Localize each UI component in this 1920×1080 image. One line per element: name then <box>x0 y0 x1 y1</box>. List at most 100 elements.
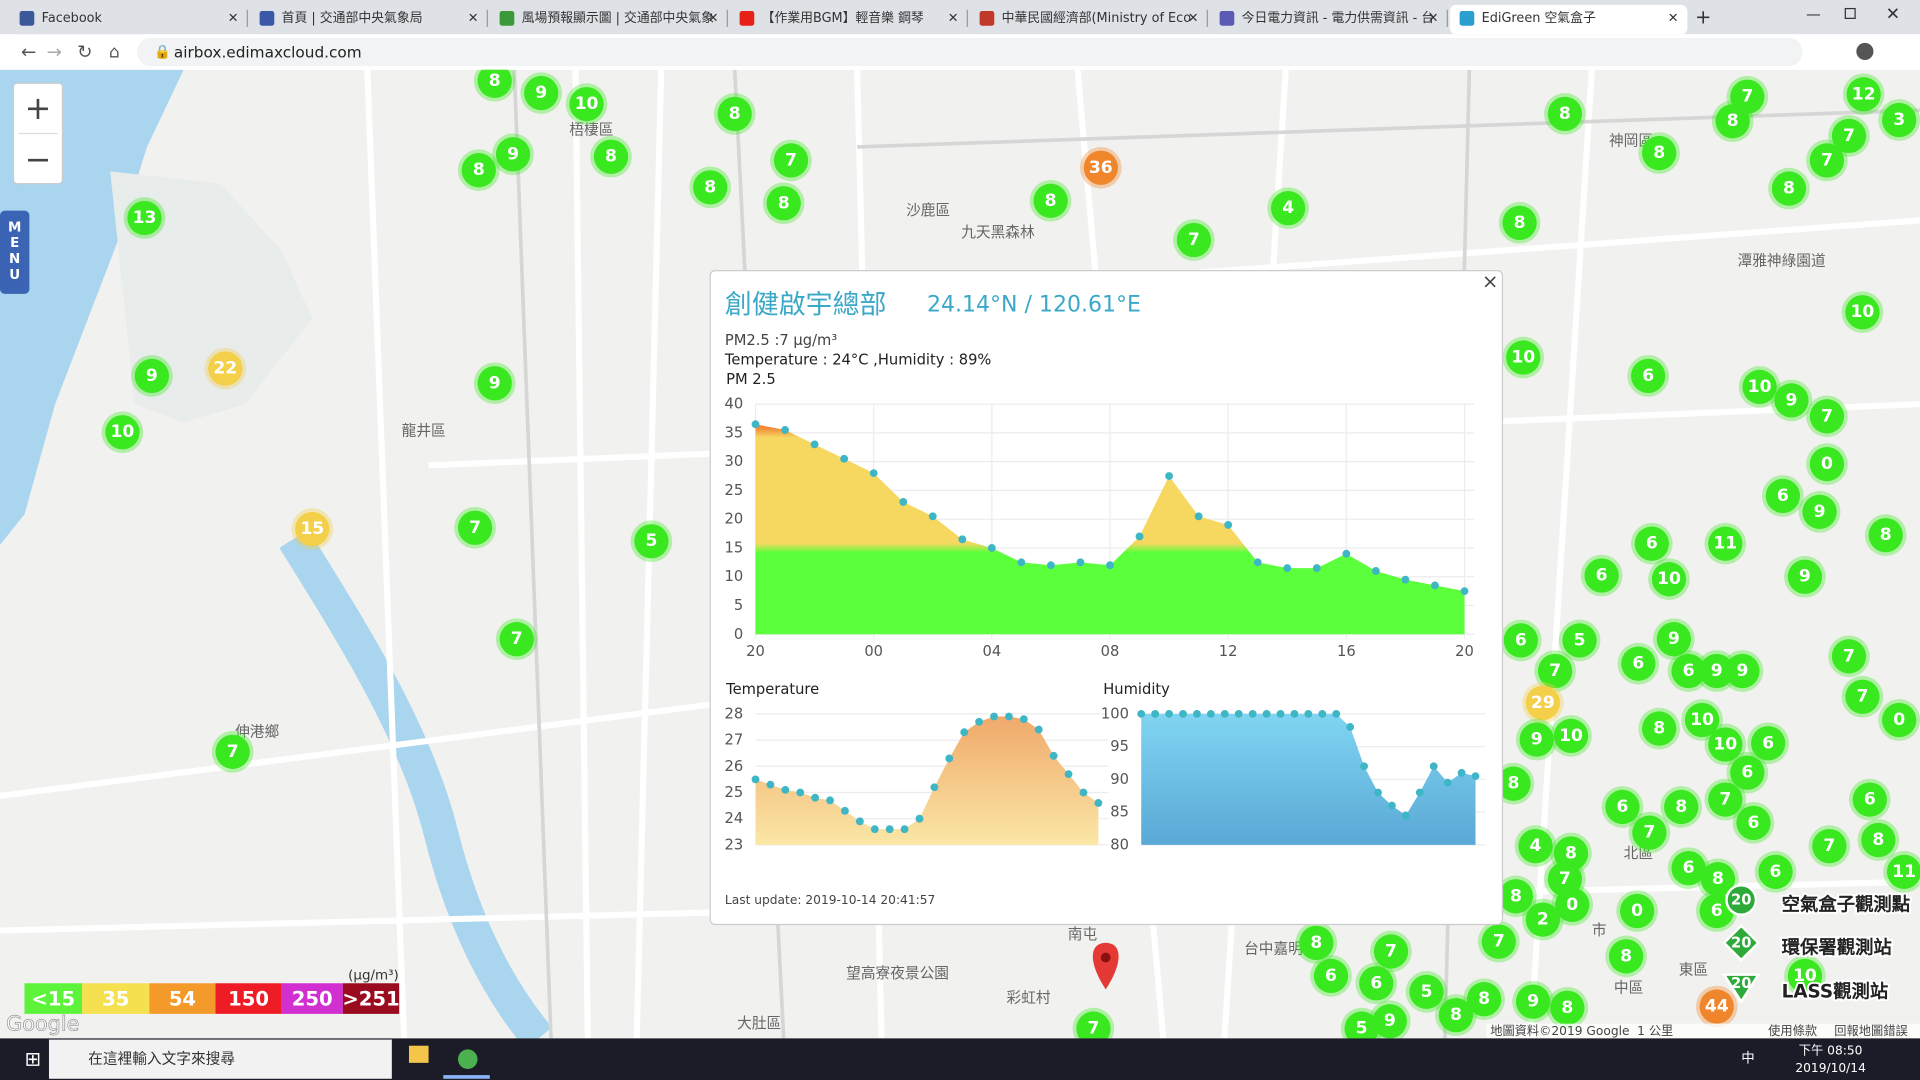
tab[interactable] <box>489 4 728 35</box>
marker[interactable] <box>1787 958 1823 994</box>
marker[interactable] <box>1438 997 1474 1033</box>
marker[interactable] <box>1634 526 1669 561</box>
marker[interactable] <box>1708 727 1743 762</box>
marker[interactable] <box>127 200 162 236</box>
marker[interactable] <box>1525 685 1560 720</box>
marker[interactable] <box>1481 924 1516 959</box>
marker[interactable] <box>1498 879 1534 914</box>
marker[interactable] <box>1547 96 1583 132</box>
marker[interactable] <box>1632 815 1667 850</box>
marker[interactable] <box>1176 222 1212 258</box>
marker[interactable] <box>634 524 669 559</box>
marker[interactable] <box>457 510 493 545</box>
footer-text[interactable]: 使用條款 <box>1768 1023 1817 1038</box>
marker[interactable] <box>1605 789 1640 825</box>
marker[interactable] <box>1771 171 1807 206</box>
marker[interactable] <box>1553 718 1589 754</box>
ime[interactable]: 中 <box>1741 1051 1754 1067</box>
marker[interactable] <box>1372 1004 1407 1039</box>
marker[interactable] <box>1751 726 1786 761</box>
marker[interactable] <box>208 351 243 386</box>
layer-label[interactable]: 空氣盒子觀測點 <box>1780 892 1912 918</box>
marker[interactable] <box>1076 1011 1111 1045</box>
window-max[interactable] <box>1844 7 1856 19</box>
marker[interactable] <box>1802 494 1837 529</box>
marker[interactable] <box>215 734 250 769</box>
marker[interactable] <box>1562 623 1597 658</box>
profile[interactable] <box>1856 42 1874 60</box>
marker[interactable] <box>1525 902 1560 937</box>
marker[interactable] <box>1852 782 1887 817</box>
marker[interactable] <box>1730 755 1765 790</box>
marker[interactable] <box>1845 295 1880 330</box>
layer-label[interactable]: 環保署觀測站 <box>1780 934 1894 960</box>
start[interactable]: ⊞ <box>24 1048 40 1071</box>
marker[interactable] <box>1684 702 1720 738</box>
marker[interactable] <box>1700 862 1736 897</box>
tab-close[interactable]: ✕ <box>228 11 239 26</box>
marker[interactable] <box>717 96 752 132</box>
back[interactable]: ← <box>21 42 36 63</box>
tab[interactable] <box>1209 4 1448 35</box>
marker[interactable] <box>1642 711 1677 746</box>
marker[interactable] <box>593 139 629 174</box>
marker[interactable] <box>134 358 169 394</box>
marker[interactable] <box>1671 851 1706 886</box>
marker[interactable] <box>1699 653 1734 689</box>
tab-close[interactable]: ✕ <box>948 11 959 26</box>
layer-label[interactable]: LASS觀測站 <box>1780 978 1890 1004</box>
home[interactable]: ⌂ <box>109 43 120 63</box>
marker[interactable] <box>1550 990 1585 1025</box>
footer-text[interactable]: 回報地圖錯誤 <box>1834 1023 1907 1038</box>
marker[interactable] <box>1547 862 1583 897</box>
marker[interactable] <box>1344 1011 1379 1045</box>
marker[interactable] <box>1846 77 1881 112</box>
marker[interactable] <box>477 64 512 98</box>
marker[interactable] <box>1608 939 1644 974</box>
marker[interactable] <box>1774 383 1809 418</box>
marker[interactable] <box>1809 446 1845 482</box>
marker[interactable] <box>495 137 531 172</box>
marker[interactable] <box>1882 102 1917 138</box>
marker[interactable] <box>477 366 512 401</box>
marker[interactable] <box>1503 623 1538 658</box>
marker[interactable] <box>1553 836 1589 871</box>
forward[interactable]: → <box>47 42 62 63</box>
marker[interactable] <box>1621 646 1656 681</box>
tab[interactable] <box>729 4 968 35</box>
marker[interactable] <box>693 170 728 205</box>
marker[interactable] <box>1555 887 1590 923</box>
marker[interactable] <box>1083 150 1118 185</box>
marker[interactable] <box>1809 399 1845 434</box>
marker[interactable] <box>461 153 496 188</box>
marker[interactable] <box>1725 653 1760 689</box>
marker[interactable] <box>1742 369 1777 405</box>
search-box[interactable] <box>48 1039 392 1079</box>
tab[interactable] <box>969 4 1208 35</box>
marker[interactable] <box>1359 966 1394 1001</box>
url[interactable]: airbox.edimaxcloud.com <box>174 44 362 62</box>
tab[interactable] <box>1449 4 1688 35</box>
marker[interactable] <box>1033 183 1068 218</box>
popup-close[interactable]: × <box>1482 270 1498 293</box>
marker[interactable] <box>295 511 330 547</box>
marker[interactable] <box>1271 191 1306 226</box>
app-chrome[interactable] <box>457 1049 478 1069</box>
marker[interactable] <box>1502 205 1537 240</box>
zoom-out[interactable]: − <box>25 140 52 178</box>
marker[interactable] <box>1519 722 1554 757</box>
marker[interactable] <box>1664 789 1699 825</box>
marker[interactable] <box>1656 622 1692 657</box>
marker[interactable] <box>1313 958 1349 994</box>
marker[interactable] <box>524 75 559 111</box>
marker[interactable] <box>1758 854 1793 889</box>
marker[interactable] <box>1584 558 1619 593</box>
marker[interactable] <box>1699 989 1734 1024</box>
marker[interactable] <box>1708 526 1743 561</box>
marker[interactable] <box>1518 828 1553 864</box>
marker[interactable] <box>1651 562 1687 597</box>
marker[interactable] <box>1299 925 1334 960</box>
marker[interactable] <box>1515 984 1551 1019</box>
marker[interactable] <box>1373 934 1409 969</box>
marker[interactable] <box>1861 822 1896 858</box>
